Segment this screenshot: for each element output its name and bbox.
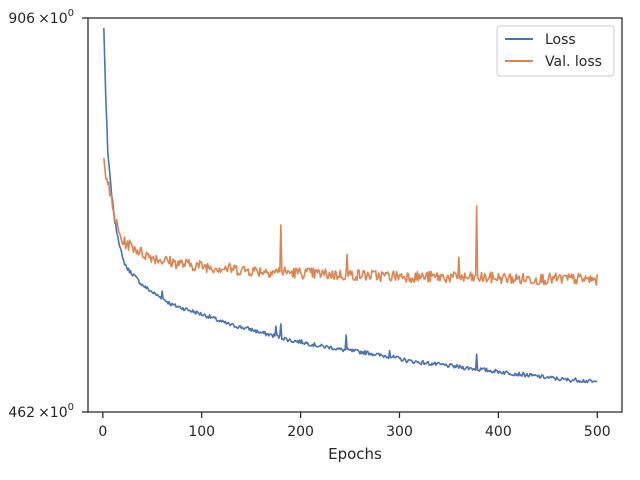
x-tick-label: 0 (98, 424, 107, 440)
series-line-val-loss (103, 157, 599, 286)
legend-label: Loss (545, 32, 576, 48)
x-axis-label: Epochs (328, 445, 382, 463)
x-tick-label: 100 (188, 424, 215, 440)
series-line-loss (103, 28, 598, 384)
plot-area (88, 18, 622, 412)
x-tick-label: 400 (485, 424, 512, 440)
x-tick-label: 300 (386, 424, 413, 440)
plot-frame (87, 17, 623, 413)
series-layer (103, 28, 599, 384)
legend-label: Val. loss (545, 54, 602, 70)
x-tick-label: 200 (287, 424, 314, 440)
legend: Loss Val. loss (496, 25, 615, 77)
plot-background (88, 18, 622, 412)
axes-layer: 0 100 200 300 400 500 462 ×100 906 ×100 (8, 8, 623, 440)
x-tick-label: 500 (584, 424, 611, 440)
y-tick-label: 906 ×100 (8, 8, 74, 27)
y-tick-label: 462 ×100 (8, 402, 74, 421)
